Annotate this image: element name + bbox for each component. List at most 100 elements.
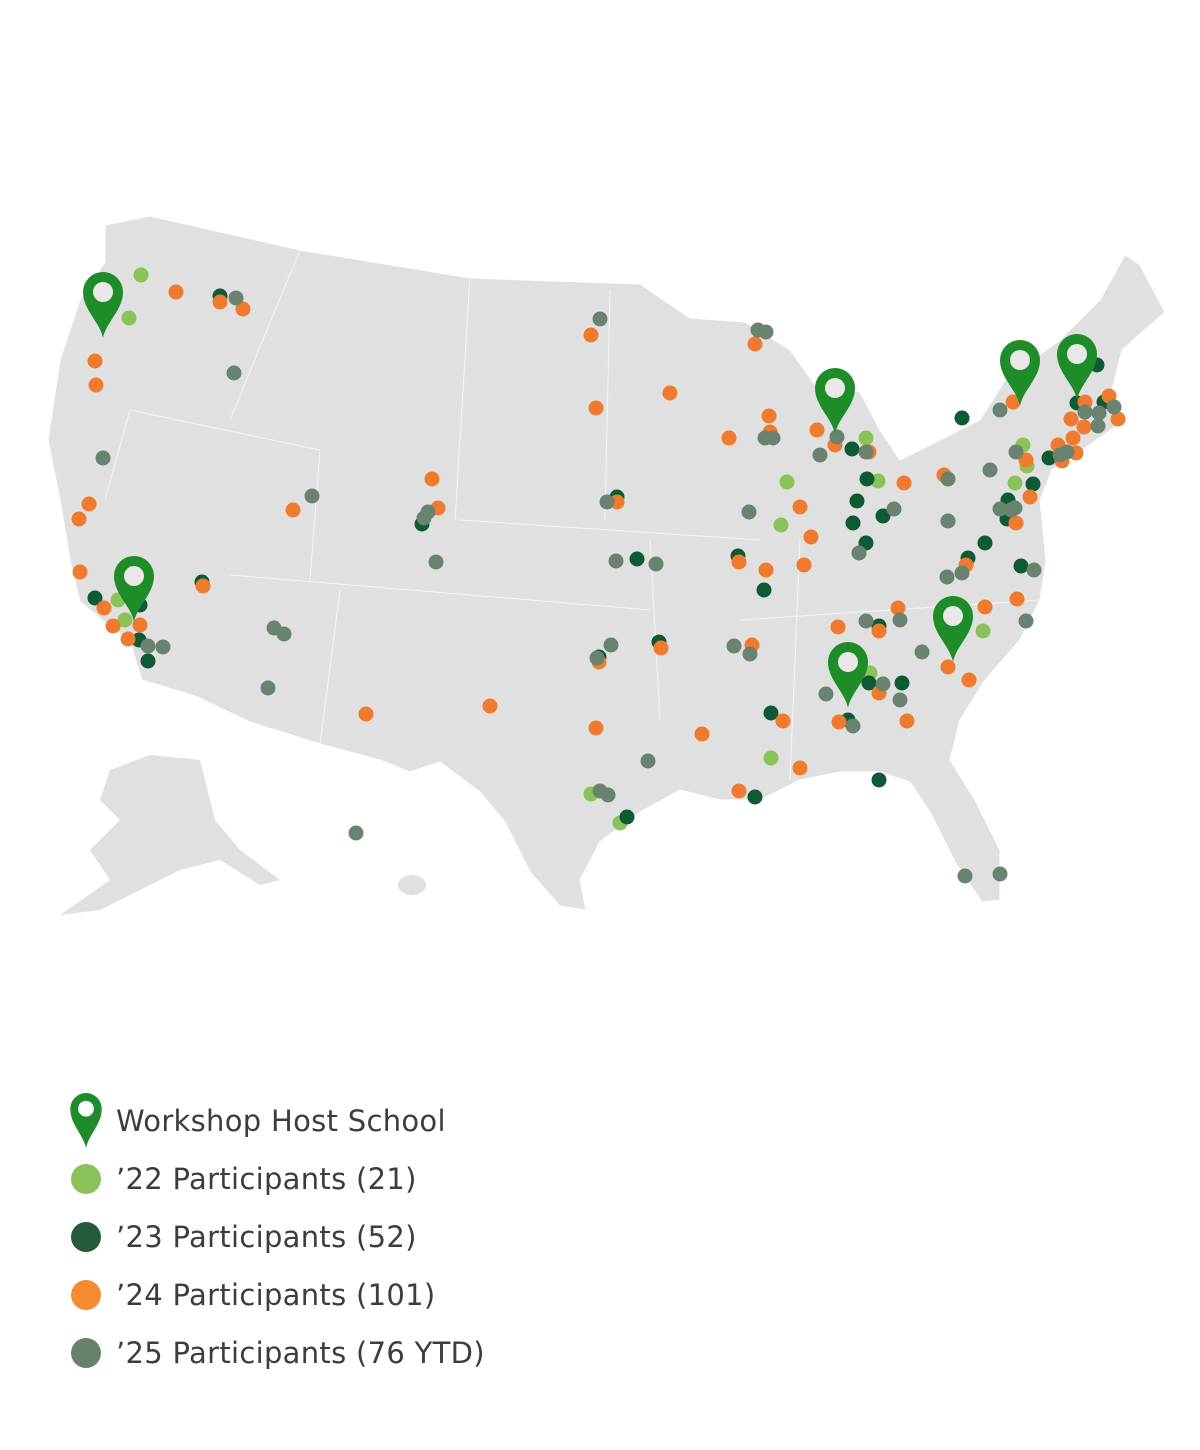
participant-dot-y25 bbox=[992, 402, 1008, 418]
host-school-pin bbox=[815, 368, 855, 434]
participant-dot-y22 bbox=[121, 310, 137, 326]
participant-dot-y23 bbox=[859, 471, 875, 487]
participant-dot-y25 bbox=[992, 866, 1008, 882]
participant-dot-y24 bbox=[583, 327, 599, 343]
participant-dot-y25 bbox=[648, 556, 664, 572]
participant-dot-y24 bbox=[105, 618, 121, 634]
participant-dot-y24 bbox=[831, 714, 847, 730]
state-border bbox=[229, 574, 651, 611]
map-land bbox=[47, 215, 1166, 915]
legend-label: ’23 Participants (52) bbox=[116, 1220, 417, 1254]
participant-dot-y25 bbox=[603, 637, 619, 653]
participant-dot-y25 bbox=[1077, 404, 1093, 420]
participant-dot-y24 bbox=[212, 294, 228, 310]
participant-dot-y25 bbox=[640, 753, 656, 769]
participant-dot-y25 bbox=[851, 545, 867, 561]
participant-dot-y25 bbox=[140, 638, 156, 654]
participant-dot-y25 bbox=[982, 462, 998, 478]
state-border bbox=[104, 409, 131, 501]
participant-dot-y24 bbox=[731, 783, 747, 799]
participant-dot-y23 bbox=[849, 493, 865, 509]
participant-dot-y25 bbox=[1007, 500, 1023, 516]
map-pin-icon bbox=[114, 556, 154, 622]
state-border bbox=[454, 277, 471, 521]
pin-hole bbox=[93, 282, 113, 302]
participant-dot-y25 bbox=[608, 553, 624, 569]
participant-dot-y24 bbox=[747, 336, 763, 352]
participant-dot-y24 bbox=[803, 529, 819, 545]
participant-dot-y24 bbox=[890, 600, 906, 616]
participant-dot-y22 bbox=[133, 267, 149, 283]
participant-dot-y25 bbox=[875, 676, 891, 692]
participant-dot-y25 bbox=[818, 686, 834, 702]
legend-item-host: Workshop Host School bbox=[66, 1092, 485, 1150]
participant-dot-y24 bbox=[977, 599, 993, 615]
participant-dot-y24 bbox=[358, 706, 374, 722]
participant-dot-y25 bbox=[892, 692, 908, 708]
map-pin-icon bbox=[1000, 340, 1040, 406]
participant-dot-y25 bbox=[845, 718, 861, 734]
host-school-pin bbox=[83, 272, 123, 338]
participant-dot-y23 bbox=[140, 653, 156, 669]
state-border bbox=[309, 449, 321, 581]
host-school-pins bbox=[83, 272, 1097, 708]
participant-dot-y24 bbox=[588, 720, 604, 736]
participant-dot-y24 bbox=[1005, 394, 1021, 410]
participant-dot-y25 bbox=[348, 825, 364, 841]
participant-dot-y24 bbox=[758, 562, 774, 578]
participant-dot-y24 bbox=[796, 557, 812, 573]
participant-dot-y23 bbox=[845, 515, 861, 531]
hawaii bbox=[398, 875, 426, 895]
participant-dot-y23 bbox=[1013, 558, 1029, 574]
participant-dot-y24 bbox=[1065, 430, 1081, 446]
participant-dot-y25 bbox=[592, 311, 608, 327]
participant-dot-y22 bbox=[779, 474, 795, 490]
participant-dot-y23 bbox=[87, 590, 103, 606]
state-border bbox=[129, 409, 321, 451]
participant-dot-y25 bbox=[892, 612, 908, 628]
alaska bbox=[60, 755, 280, 915]
participant-dot-y24 bbox=[235, 301, 251, 317]
pin-hole bbox=[124, 566, 144, 586]
participant-dot-y23 bbox=[894, 675, 910, 691]
pin-hole bbox=[1010, 350, 1030, 370]
participant-dot-y24 bbox=[1063, 411, 1079, 427]
map-pin-icon bbox=[83, 272, 123, 338]
participant-dot-y24 bbox=[96, 600, 112, 616]
participant-dot-y25 bbox=[276, 626, 292, 642]
participant-dot-y25 bbox=[589, 650, 605, 666]
participant-dot-y24 bbox=[424, 471, 440, 487]
participant-dot-y25 bbox=[1091, 405, 1107, 421]
participant-dot-y24 bbox=[775, 713, 791, 729]
pin-hole bbox=[825, 378, 845, 398]
participant-dot-y24 bbox=[961, 672, 977, 688]
participant-dot-y24 bbox=[761, 408, 777, 424]
participant-dot-y25 bbox=[416, 510, 432, 526]
participant-dot-y24 bbox=[482, 698, 498, 714]
participant-dot-y24 bbox=[1009, 591, 1025, 607]
legend: Workshop Host School ’22 Participants (2… bbox=[66, 1092, 485, 1382]
participant-dot-y23 bbox=[756, 582, 772, 598]
legend-label: ’24 Participants (101) bbox=[116, 1278, 436, 1312]
legend-label: Workshop Host School bbox=[116, 1104, 446, 1138]
map-pin-icon bbox=[815, 368, 855, 434]
participant-dot-y24 bbox=[940, 659, 956, 675]
participant-dot-y25 bbox=[726, 638, 742, 654]
participant-dot-y22 bbox=[975, 623, 991, 639]
participant-dots bbox=[71, 267, 1126, 884]
participant-dot-y23 bbox=[629, 551, 645, 567]
participant-dot-y23 bbox=[747, 789, 763, 805]
participant-dot-y23 bbox=[763, 705, 779, 721]
participant-dot-y25 bbox=[914, 644, 930, 660]
participant-dot-y24 bbox=[1008, 515, 1024, 531]
participant-dot-y25 bbox=[858, 613, 874, 629]
participant-dot-y23 bbox=[875, 508, 891, 524]
participant-dot-y24 bbox=[1022, 489, 1038, 505]
participant-dot-y24 bbox=[588, 400, 604, 416]
legend-item-2024: ’24 Participants (101) bbox=[66, 1266, 485, 1324]
participant-dot-y25 bbox=[940, 513, 956, 529]
participant-dot-y24 bbox=[721, 430, 737, 446]
participant-dot-y24 bbox=[132, 617, 148, 633]
participant-dot-y25 bbox=[428, 554, 444, 570]
participant-dot-y25 bbox=[1026, 562, 1042, 578]
